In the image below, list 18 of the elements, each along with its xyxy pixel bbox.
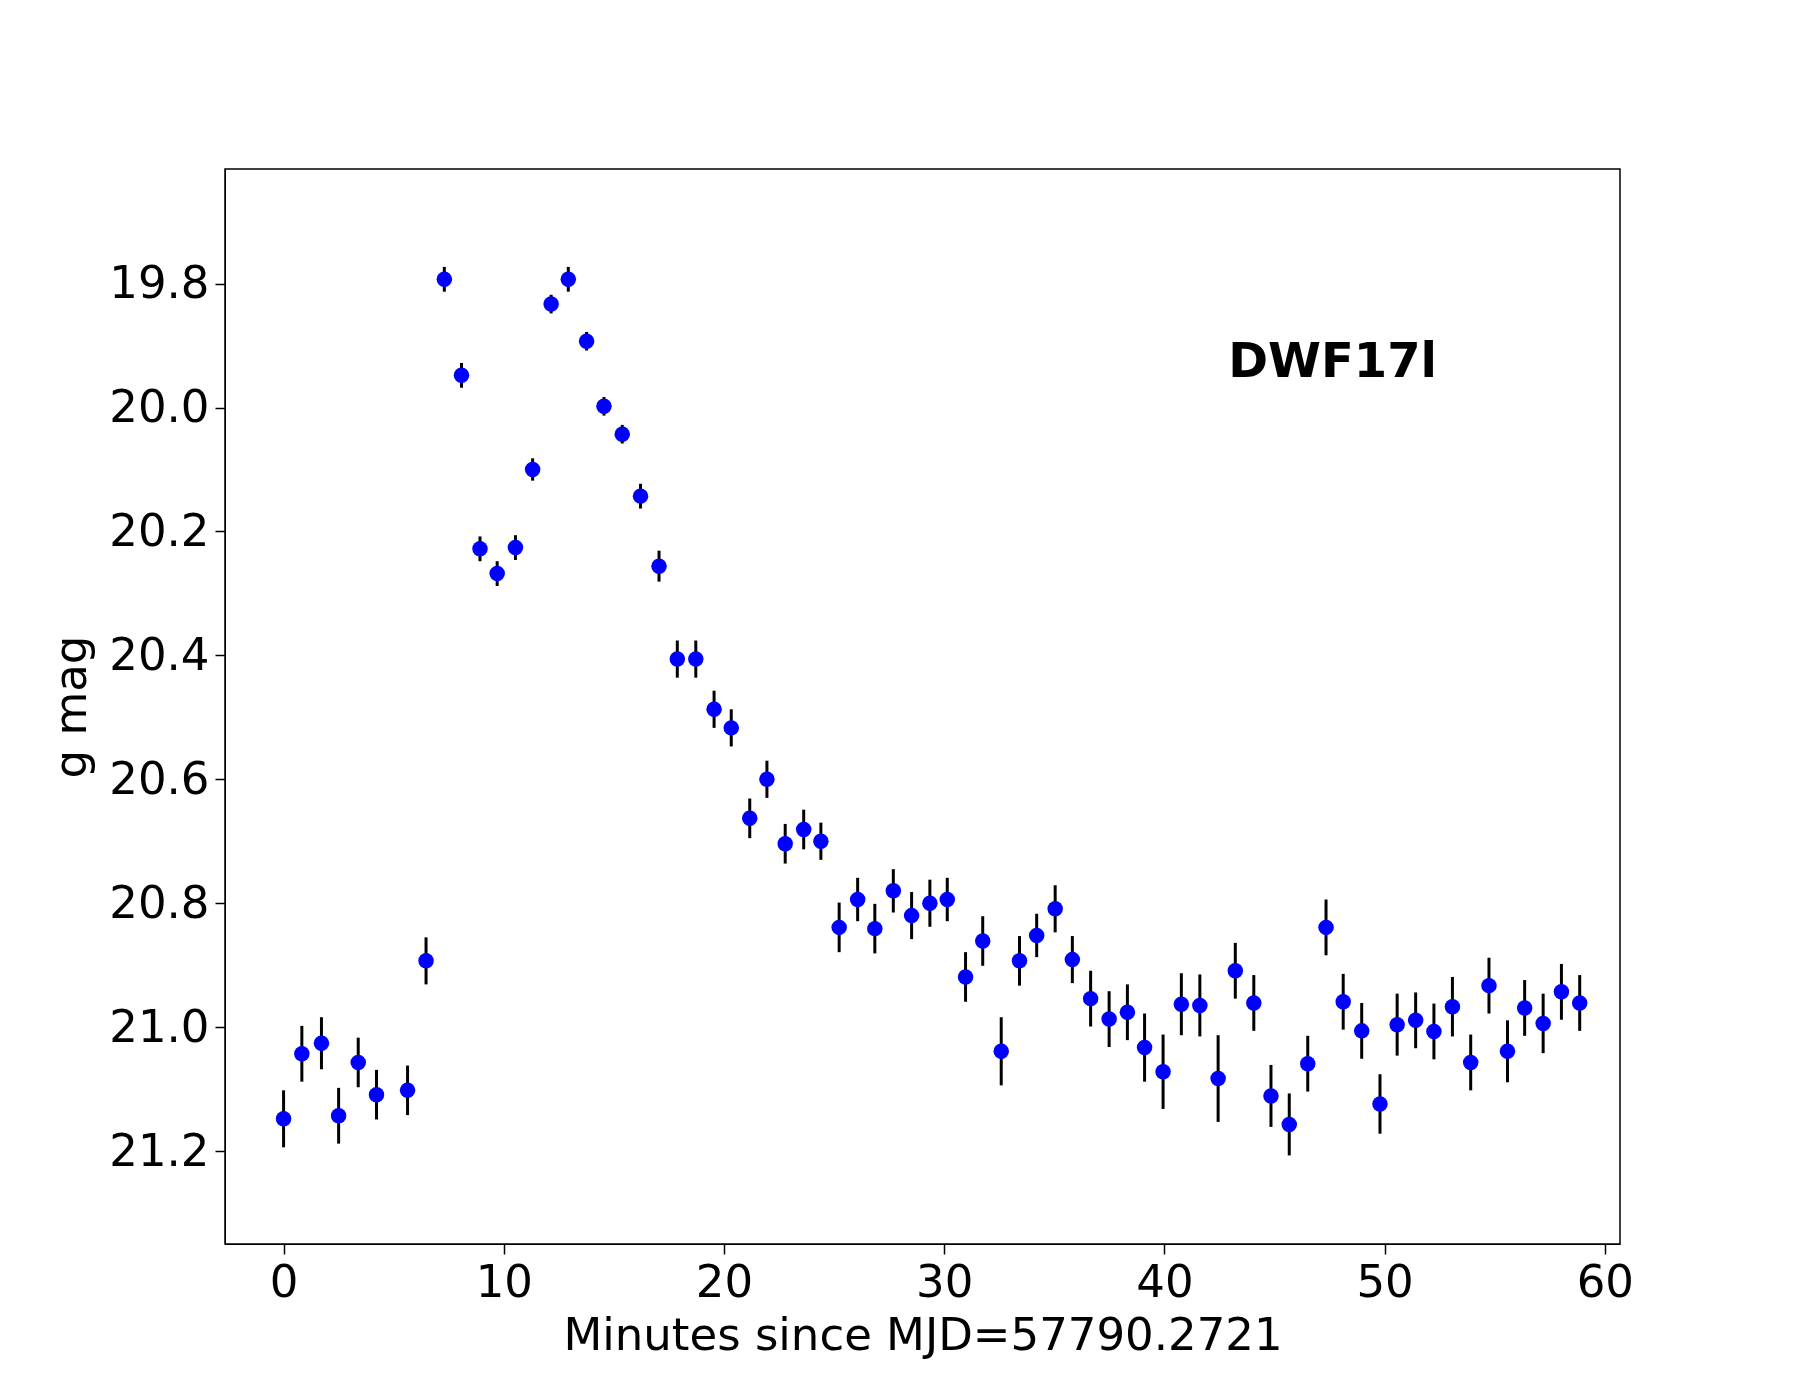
x-tick-label: 60: [1576, 1254, 1634, 1308]
y-tick-label: 19.8: [109, 256, 210, 310]
y-tick-label: 20.8: [109, 875, 210, 929]
x-tick-label: 20: [695, 1254, 754, 1308]
y-tick-label: 21.0: [109, 999, 210, 1053]
y-tick-label: 20.2: [109, 503, 210, 557]
x-axis-title: Minutes since MJD=57790.2721: [563, 1307, 1283, 1361]
y-axis-title: g mag: [44, 635, 98, 779]
y-tick-label: 21.2: [109, 1123, 210, 1177]
x-tick-label: 0: [269, 1254, 299, 1308]
y-tick-label: 20.4: [109, 627, 210, 681]
y-tick-label: 20.6: [109, 751, 210, 805]
x-tick-label: 30: [916, 1254, 974, 1308]
y-tick-label: 20.0: [109, 380, 210, 434]
x-tick-label: 10: [475, 1254, 533, 1308]
x-tick-label: 50: [1356, 1254, 1414, 1308]
x-tick-label: 40: [1136, 1254, 1194, 1308]
annotation: DWF17l: [1228, 331, 1438, 388]
